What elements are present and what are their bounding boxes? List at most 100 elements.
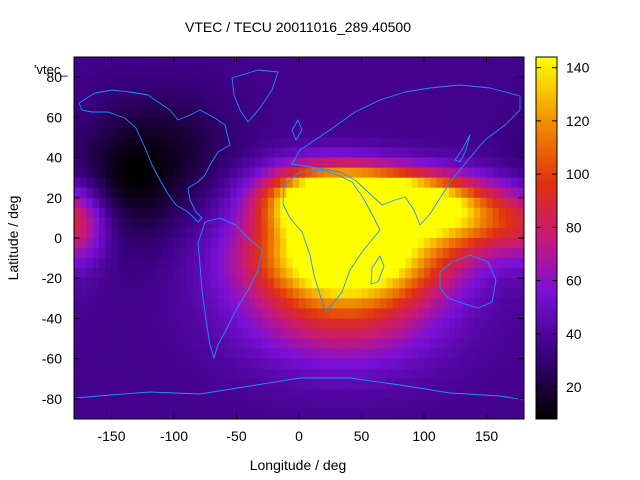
- heatmap-cell: [480, 278, 488, 289]
- heatmap-cell: [492, 308, 500, 320]
- heatmap-cell: [217, 67, 225, 78]
- heatmap-cell: [449, 187, 456, 199]
- heatmap-cell: [467, 67, 475, 78]
- heatmap-cell: [261, 298, 269, 309]
- heatmap-cell: [305, 408, 313, 419]
- heatmap-cell: [155, 147, 163, 159]
- coastline-south-america: [197, 217, 263, 359]
- heatmap-cell: [199, 338, 206, 350]
- heatmap-cell: [286, 308, 294, 320]
- heatmap-cell: [305, 368, 313, 380]
- heatmap-cell: [367, 398, 375, 410]
- heatmap-cell: [417, 187, 425, 199]
- heatmap-cell: [230, 368, 238, 380]
- heatmap-cell: [267, 217, 275, 229]
- heatmap-cell: [392, 298, 400, 309]
- heatmap-cell: [99, 408, 106, 419]
- heatmap-cell: [349, 348, 356, 360]
- heatmap-cell: [261, 77, 269, 88]
- heatmap-cell: [286, 157, 294, 169]
- heatmap-cell: [505, 248, 513, 259]
- heatmap-cell: [180, 258, 188, 269]
- heatmap-cell: [436, 368, 444, 380]
- heatmap-cell: [374, 238, 381, 249]
- heatmap-cell: [80, 107, 88, 118]
- heatmap-cell: [442, 398, 450, 410]
- heatmap-cell: [199, 87, 206, 98]
- heatmap-cell: [492, 167, 500, 179]
- heatmap-cell: [86, 217, 94, 229]
- heatmap-cell: [261, 127, 269, 139]
- heatmap-cell: [80, 358, 88, 370]
- heatmap-cell: [280, 338, 288, 350]
- heatmap-cell: [224, 288, 231, 299]
- heatmap-cell: [355, 338, 363, 350]
- heatmap-cell: [511, 398, 519, 410]
- heatmap-cell: [142, 298, 150, 309]
- heatmap-cell: [317, 147, 325, 159]
- heatmap-cell: [161, 187, 169, 199]
- heatmap-cell: [155, 378, 163, 390]
- heatmap-cell: [155, 358, 163, 370]
- heatmap-cell: [255, 298, 263, 309]
- heatmap-cell: [405, 288, 413, 299]
- heatmap-cell: [86, 177, 94, 189]
- heatmap-cell: [305, 328, 313, 340]
- heatmap-cell: [311, 97, 319, 108]
- heatmap-cell: [186, 288, 194, 299]
- heatmap-cell: [149, 368, 156, 380]
- heatmap-cell: [99, 278, 106, 289]
- heatmap-cell: [86, 147, 94, 159]
- heatmap-cell: [305, 207, 313, 219]
- heatmap-cell: [149, 258, 156, 269]
- heatmap-cell: [292, 258, 300, 269]
- heatmap-cell: [355, 358, 363, 370]
- heatmap-cell: [255, 117, 263, 128]
- heatmap-cell: [305, 217, 313, 229]
- heatmap-cell: [192, 127, 200, 139]
- heatmap-cell: [317, 338, 325, 350]
- heatmap-cell: [361, 97, 369, 108]
- heatmap-cell: [74, 97, 81, 108]
- heatmap-cell: [455, 137, 463, 149]
- heatmap-cell: [417, 238, 425, 249]
- heatmap-cell: [99, 187, 106, 199]
- heatmap-cell: [161, 117, 169, 128]
- heatmap-cell: [80, 378, 88, 390]
- heatmap-cell: [317, 328, 325, 340]
- heatmap-cell: [442, 268, 450, 279]
- heatmap-cell: [267, 328, 275, 340]
- heatmap-cell: [505, 308, 513, 320]
- heatmap-cell: [324, 167, 331, 179]
- heatmap-cell: [411, 87, 419, 98]
- heatmap-cell: [374, 368, 381, 380]
- heatmap-cell: [392, 217, 400, 229]
- heatmap-cell: [274, 348, 281, 360]
- heatmap-cell: [199, 147, 206, 159]
- heatmap-cell: [455, 288, 463, 299]
- heatmap-cell: [517, 167, 524, 179]
- heatmap-cell: [211, 248, 219, 259]
- heatmap-cell: [417, 308, 425, 320]
- heatmap-cell: [349, 77, 356, 88]
- heatmap-cell: [105, 388, 113, 400]
- heatmap-cell: [399, 137, 406, 149]
- heatmap-cell: [480, 157, 488, 169]
- heatmap-cell: [399, 127, 406, 139]
- heatmap-cell: [286, 328, 294, 340]
- heatmap-cell: [142, 368, 150, 380]
- heatmap-cell: [261, 348, 269, 360]
- heatmap-cell: [105, 258, 113, 269]
- heatmap-cell: [342, 358, 350, 370]
- heatmap-cell: [255, 348, 263, 360]
- heatmap-cell: [324, 197, 331, 209]
- heatmap-cell: [511, 238, 519, 249]
- heatmap-cell: [236, 248, 244, 259]
- heatmap-cell: [342, 187, 350, 199]
- heatmap-cell: [424, 117, 431, 128]
- heatmap-cell: [511, 368, 519, 380]
- heatmap-cell: [180, 97, 188, 108]
- heatmap-cell: [486, 338, 494, 350]
- heatmap-cell: [442, 57, 450, 68]
